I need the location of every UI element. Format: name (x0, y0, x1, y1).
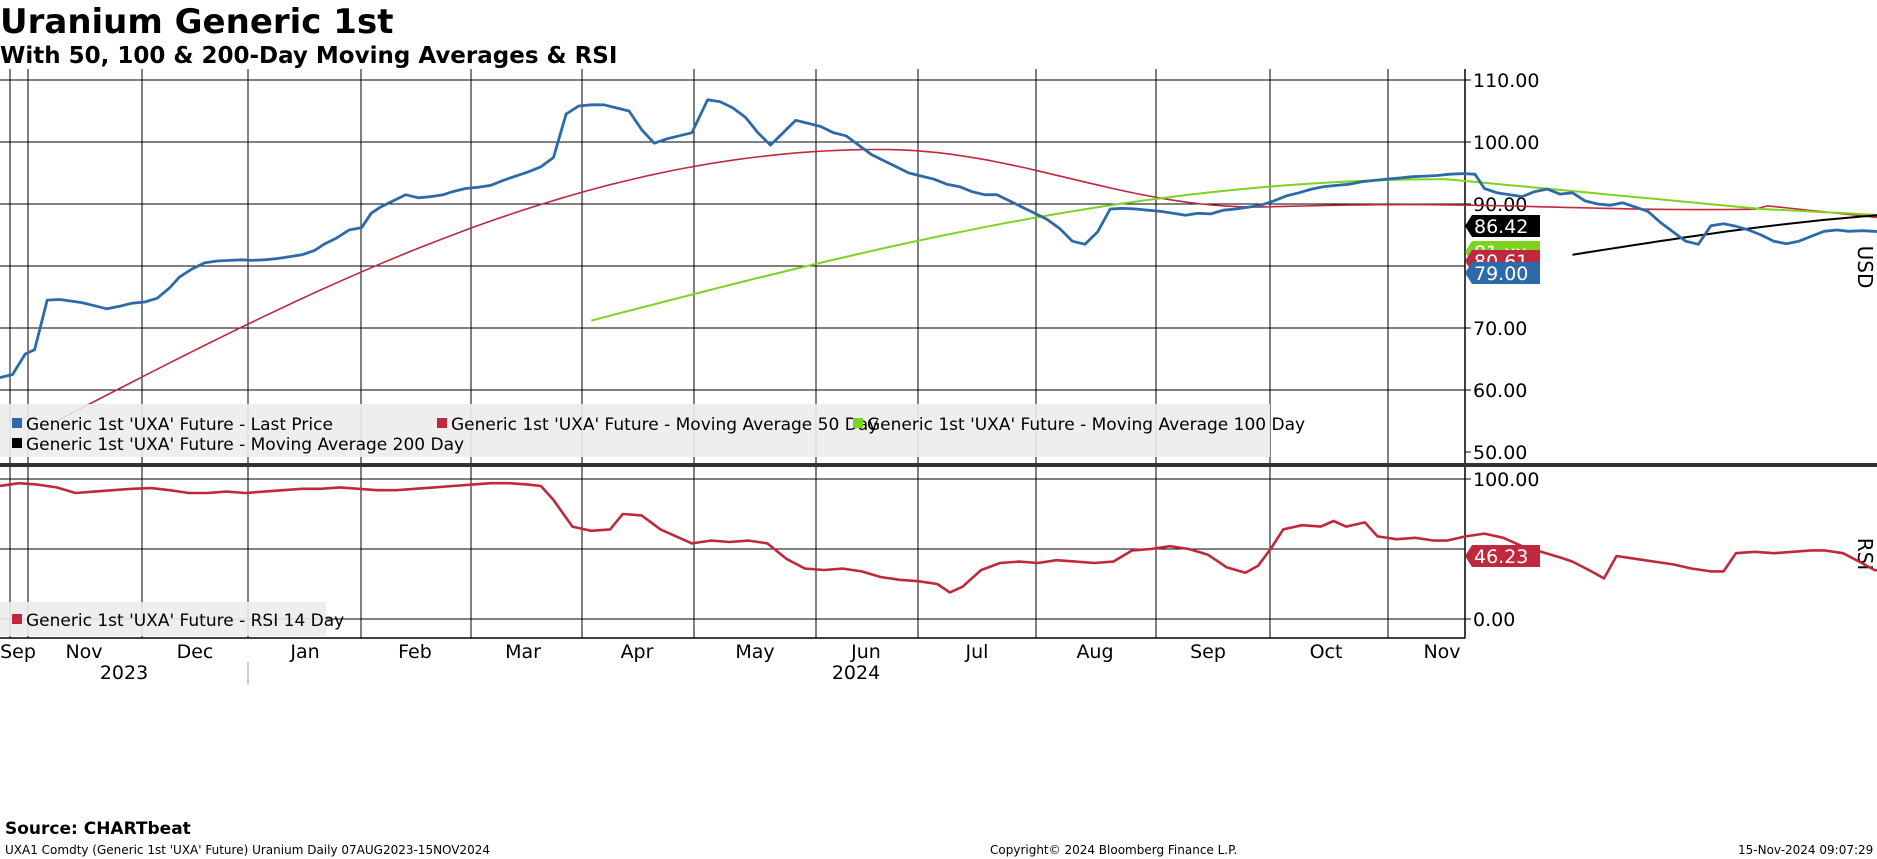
legend-ma200-swatch (12, 438, 22, 448)
x-month-label: Nov (1423, 641, 1460, 663)
chart-subtitle: With 50, 100 & 200-Day Moving Averages &… (0, 43, 618, 69)
x-month-label: Mar (505, 641, 541, 663)
grid-lines (0, 69, 1465, 638)
legend-ma200-label: Generic 1st 'UXA' Future - Moving Averag… (26, 435, 464, 455)
legend-ma100-swatch (853, 418, 863, 428)
rsi-value-tag-text: 46.23 (1474, 546, 1528, 568)
ma200-value-tag-box (1465, 215, 1540, 237)
legend-last-price-label: Generic 1st 'UXA' Future - Last Price (26, 415, 333, 435)
x-month-label: Jun (850, 641, 881, 663)
rsi-tick-label: 100.00 (1473, 469, 1539, 491)
ma200-value-tag-text: 86.42 (1474, 216, 1528, 238)
last-price-value-tag-box (1465, 262, 1540, 284)
rsi-value-tag-box (1465, 545, 1540, 567)
x-year-label: 2024 (832, 662, 880, 684)
y-tick-label: 70.00 (1473, 318, 1527, 340)
rsi-value-tag: 46.23 (1465, 545, 1540, 568)
x-month-label: Jan (289, 641, 319, 663)
rsi-tick-label: 0.00 (1473, 609, 1515, 631)
copyright: Copyright© 2024 Bloomberg Finance L.P. (990, 843, 1238, 857)
ma50-line (56, 148, 1877, 422)
rsi-legend-background (0, 602, 326, 636)
ticker-info: UXA1 Comdty (Generic 1st 'UXA' Future) U… (5, 843, 491, 857)
timestamp: 15-Nov-2024 09:07:29 (1738, 843, 1874, 857)
x-month-label: Nov (65, 641, 102, 663)
legend-rsi-swatch (12, 614, 22, 624)
source-label: Source: CHARTbeat (5, 819, 191, 839)
ma100-line (591, 178, 1877, 322)
x-month-label: Feb (398, 641, 432, 663)
y-tick-label: 100.00 (1473, 132, 1539, 154)
last-price-value-tag: 79.00 (1465, 262, 1540, 285)
x-month-label: Apr (621, 641, 654, 663)
legend-background (0, 404, 1270, 457)
x-year-label: 2023 (100, 662, 148, 684)
legend-last-price-swatch (12, 418, 22, 428)
rsi-line (0, 481, 1877, 594)
y-tick-label: 50.00 (1473, 442, 1527, 464)
x-month-label: Sep (1190, 641, 1226, 663)
x-month-label: Jul (965, 641, 989, 663)
x-month-label: Dec (177, 641, 214, 663)
legend-ma100-label: Generic 1st 'UXA' Future - Moving Averag… (867, 415, 1305, 435)
x-month-label: Sep (0, 641, 36, 663)
x-month-label: Oct (1310, 641, 1343, 663)
ma200-line (1572, 214, 1877, 256)
ma200-value-tag: 86.42 (1465, 215, 1540, 238)
y-tick-label: 60.00 (1473, 380, 1527, 402)
x-month-label: Aug (1076, 641, 1113, 663)
x-month-label: May (735, 641, 774, 663)
chart-title: Uranium Generic 1st (0, 2, 394, 42)
legend-rsi-label: Generic 1st 'UXA' Future - RSI 14 Day (26, 611, 344, 631)
legend-ma50-swatch (437, 418, 447, 428)
legend-ma50-label: Generic 1st 'UXA' Future - Moving Averag… (451, 415, 878, 435)
last-price-value-tag-text: 79.00 (1474, 263, 1528, 285)
y-tick-label: 110.00 (1473, 70, 1539, 92)
usd-axis-label: USD (1853, 246, 1877, 289)
last-price-line (0, 98, 1877, 379)
